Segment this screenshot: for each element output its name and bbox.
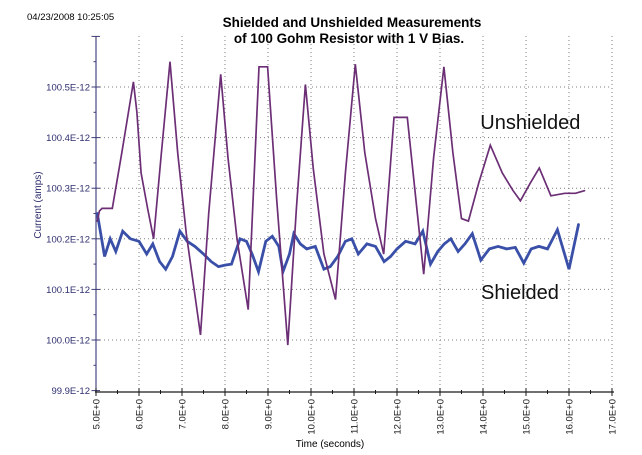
chart-title-line2: of 100 Gohm Resistor with 1 V Bias. — [234, 31, 464, 46]
shielded-series-line — [95, 212, 580, 278]
x-tick-label: 5.0E+0 — [92, 399, 103, 429]
x-axis-title: Time (seconds) — [296, 439, 365, 450]
x-tick-label: 15.0E+0 — [522, 399, 533, 435]
x-tick-label: 9.0E+0 — [264, 399, 275, 429]
chart-title-line1: Shielded and Unshielded Measurements — [223, 15, 482, 30]
y-tick-label: 100.2E-12 — [46, 234, 90, 245]
y-tick-label: 100.3E-12 — [46, 184, 90, 195]
y-tick-label: 100.5E-12 — [46, 83, 90, 94]
x-tick-label: 8.0E+0 — [221, 399, 232, 429]
y-tick-label: 100.4E-12 — [46, 133, 90, 144]
y-tick-label: 99.9E-12 — [51, 386, 90, 397]
x-tick-label: 14.0E+0 — [479, 399, 490, 435]
unshielded-annotation-label: Unshielded — [480, 112, 580, 134]
gridlines — [96, 36, 613, 392]
x-tick-label: 7.0E+0 — [178, 399, 189, 429]
x-tick-label: 17.0E+0 — [608, 399, 619, 435]
x-tick-label: 11.0E+0 — [350, 399, 361, 434]
x-tick-label: 16.0E+0 — [565, 399, 576, 435]
x-tick-label: 13.0E+0 — [436, 399, 447, 435]
x-tick-label: 10.0E+0 — [307, 399, 318, 435]
y-tick-label: 100.0E-12 — [46, 336, 90, 347]
axis-ticks — [91, 35, 613, 396]
shielded-annotation-label: Shielded — [481, 282, 559, 304]
timestamp: 04/23/2008 10:25:05 — [27, 12, 114, 23]
unshielded-series-line — [96, 61, 586, 346]
y-tick-label: 100.1E-12 — [46, 285, 90, 296]
x-tick-label: 12.0E+0 — [393, 399, 404, 435]
x-tick-label: 6.0E+0 — [135, 399, 146, 429]
axis-tick-labels: 100.5E-12 100.4E-12 100.3E-12 100.2E-12 100.… — [46, 83, 618, 435]
y-axis-title: Current (amps) — [33, 171, 44, 238]
